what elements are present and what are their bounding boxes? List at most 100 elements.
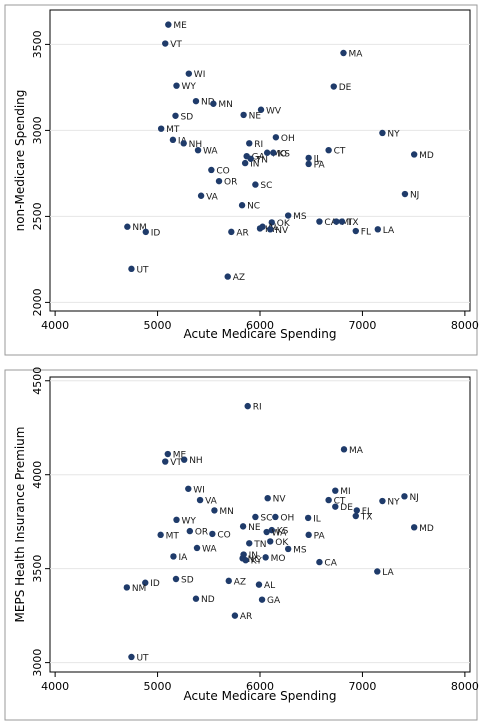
data-point bbox=[246, 540, 253, 547]
point-label: TX bbox=[346, 218, 359, 228]
data-point bbox=[210, 100, 217, 107]
point-label: AZ bbox=[234, 577, 246, 587]
point-label: KS bbox=[278, 149, 290, 159]
y-tick-label: 3500 bbox=[31, 555, 44, 583]
point-label: OK bbox=[277, 219, 291, 229]
data-point bbox=[305, 531, 312, 539]
data-point bbox=[196, 496, 204, 504]
data-point bbox=[246, 140, 253, 147]
point-label: CA bbox=[324, 218, 337, 228]
point-label: AR bbox=[236, 228, 248, 238]
point-label: WA bbox=[202, 544, 217, 554]
data-point bbox=[157, 531, 164, 539]
point-label: GA bbox=[267, 596, 281, 606]
data-point bbox=[242, 557, 249, 564]
point-label: MD bbox=[419, 524, 434, 534]
data-point bbox=[338, 218, 346, 225]
data-point bbox=[162, 458, 169, 465]
data-point bbox=[374, 226, 382, 233]
data-point bbox=[157, 125, 165, 132]
data-point bbox=[124, 223, 131, 230]
point-label: VA bbox=[205, 497, 218, 507]
point-label: WA bbox=[272, 529, 287, 539]
point-label: NE bbox=[249, 111, 262, 121]
point-label: MA bbox=[349, 446, 364, 456]
y-tick-label: 3500 bbox=[31, 30, 44, 58]
data-point bbox=[224, 273, 231, 280]
data-point bbox=[194, 146, 202, 154]
point-label: AR bbox=[240, 612, 252, 622]
point-label: FL bbox=[361, 228, 371, 238]
point-label: UT bbox=[136, 653, 149, 663]
data-point bbox=[225, 577, 232, 585]
data-point bbox=[173, 82, 180, 89]
data-point bbox=[215, 177, 223, 185]
data-point bbox=[401, 190, 409, 198]
data-point bbox=[304, 514, 312, 522]
point-label: FL bbox=[362, 507, 372, 517]
data-point bbox=[333, 218, 340, 225]
data-point bbox=[332, 487, 339, 494]
point-label: UT bbox=[136, 265, 149, 275]
point-label: PA bbox=[314, 160, 326, 170]
point-label: NV bbox=[275, 226, 289, 236]
data-point bbox=[352, 512, 359, 520]
point-label: CO bbox=[217, 530, 230, 540]
data-point bbox=[325, 146, 332, 154]
data-point bbox=[209, 530, 216, 538]
point-label: WI bbox=[193, 485, 205, 495]
data-point bbox=[332, 503, 339, 510]
x-axis-label: Acute Medicare Spending bbox=[183, 689, 336, 703]
point-label: SD bbox=[181, 575, 194, 585]
plot-area bbox=[49, 376, 471, 673]
data-point bbox=[240, 551, 247, 558]
data-point bbox=[185, 70, 193, 77]
data-point bbox=[240, 111, 247, 119]
data-point bbox=[284, 545, 292, 553]
data-point bbox=[268, 219, 275, 226]
point-label: NY bbox=[387, 129, 400, 139]
y-tick-label: 3000 bbox=[31, 116, 44, 144]
data-point bbox=[142, 579, 149, 586]
point-label: ND bbox=[201, 595, 215, 605]
data-point bbox=[247, 155, 254, 162]
data-point bbox=[264, 494, 271, 502]
point-label: NC bbox=[248, 555, 261, 565]
data-point bbox=[325, 496, 332, 504]
point-label: NM bbox=[132, 223, 147, 233]
point-label: CA bbox=[324, 559, 337, 569]
data-point bbox=[180, 456, 188, 463]
point-label: CT bbox=[334, 147, 346, 157]
data-point bbox=[410, 151, 418, 158]
point-label: IN bbox=[250, 160, 259, 170]
y-tick-label: 2500 bbox=[31, 202, 44, 230]
point-label: CO bbox=[216, 166, 229, 176]
data-point bbox=[330, 83, 337, 90]
data-point bbox=[170, 553, 177, 560]
point-label: NM bbox=[132, 584, 147, 594]
point-label: WI bbox=[194, 70, 206, 80]
x-tick-label: 7000 bbox=[348, 319, 376, 332]
point-label: KY bbox=[251, 557, 263, 567]
point-label: NJ bbox=[409, 493, 418, 503]
data-point bbox=[284, 212, 292, 219]
point-label: DE bbox=[339, 83, 352, 93]
point-label: CT bbox=[334, 497, 346, 507]
point-label: RI bbox=[254, 140, 263, 150]
x-tick-label: 7000 bbox=[348, 680, 376, 693]
point-label: NE bbox=[248, 523, 261, 533]
point-label: NY bbox=[387, 498, 400, 508]
y-axis-label: MEPS Health Insurance Premium bbox=[13, 427, 27, 623]
data-point bbox=[231, 612, 239, 619]
data-point bbox=[252, 181, 259, 188]
data-point bbox=[305, 154, 312, 162]
point-label: PA bbox=[314, 531, 326, 541]
data-point bbox=[128, 653, 135, 661]
data-point bbox=[238, 202, 246, 209]
point-label: OR bbox=[224, 178, 237, 188]
point-label: OH bbox=[280, 513, 294, 523]
data-point bbox=[272, 134, 280, 141]
point-label: KS bbox=[277, 527, 289, 537]
data-point bbox=[401, 493, 408, 500]
point-label: MI bbox=[341, 218, 351, 228]
